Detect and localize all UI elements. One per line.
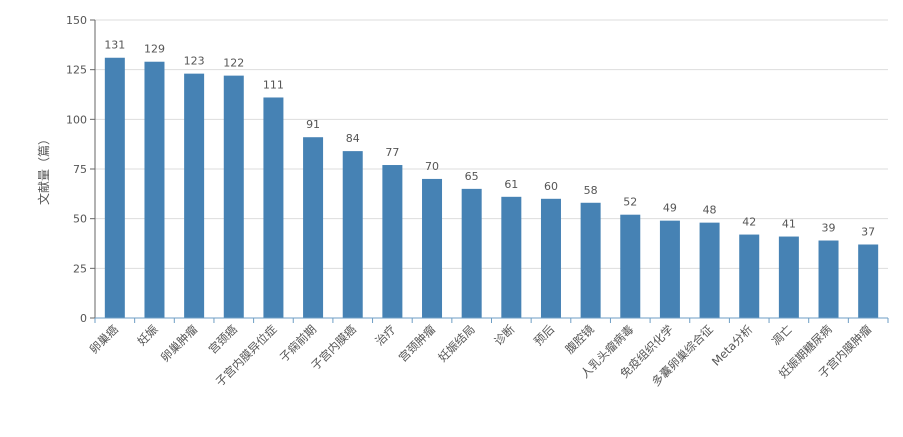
bar-value-label: 70 (425, 160, 439, 173)
y-tick-label: 0 (80, 312, 87, 325)
bar-value-label: 48 (703, 204, 717, 217)
data-labels: 131 129 123 122 111 91 84 77 70 65 61 60 58 52 49 48 42 4… (104, 39, 875, 239)
bar-value-label: 77 (385, 146, 399, 159)
bar-value-label: 131 (104, 39, 125, 52)
bars (104, 57, 879, 318)
grid-lines (95, 19, 888, 269)
y-axis-title: 文献量（篇） (36, 133, 51, 205)
bar-value-label: 41 (782, 218, 796, 231)
y-tick-label: 75 (73, 163, 87, 176)
bar (223, 75, 244, 318)
bar (580, 202, 601, 318)
x-category-label: 宫颈癌 (206, 322, 241, 357)
bar-value-label: 58 (584, 184, 598, 197)
bar-value-label: 42 (742, 216, 756, 229)
bar (184, 73, 205, 318)
x-category-label: 宫颈肿瘤 (396, 322, 439, 365)
bar-value-label: 61 (504, 178, 518, 191)
bar (263, 97, 284, 318)
bar-value-label: 52 (623, 196, 637, 209)
bar (104, 57, 125, 318)
bar (778, 236, 799, 318)
bar (659, 220, 680, 318)
bar (303, 137, 324, 318)
x-category-label: 妊娠 (134, 322, 161, 349)
x-category-label: 治疗 (372, 322, 398, 348)
bar-value-label: 37 (861, 225, 875, 238)
x-category-label: 妊娠结局 (435, 322, 477, 364)
x-category-label: 腹腔镜 (562, 322, 597, 357)
x-category-label: 卵巢癌 (87, 322, 122, 357)
y-tick-label: 125 (66, 64, 87, 77)
bar (620, 214, 641, 318)
bar-value-label: 129 (144, 43, 165, 56)
bar-value-label: 49 (663, 202, 677, 215)
bar-value-label: 91 (306, 118, 320, 131)
y-tick-label: 50 (73, 213, 87, 226)
bar-value-label: 39 (822, 222, 836, 235)
bar (461, 188, 482, 318)
bar (858, 244, 879, 318)
bar-value-label: 60 (544, 180, 558, 193)
bar-value-label: 111 (263, 78, 284, 91)
x-category-label: 卵巢肿瘤 (158, 322, 201, 365)
y-axis: 0 25 50 75 100 125 150 (66, 14, 96, 325)
y-tick-label: 150 (66, 14, 87, 27)
bar-value-label: 122 (223, 57, 244, 70)
bar (342, 151, 363, 318)
bar (422, 178, 443, 318)
x-category-label: 诊断 (491, 322, 518, 349)
x-category-label: 预后 (531, 322, 557, 348)
bar (699, 222, 720, 318)
bar (739, 234, 760, 318)
bar (144, 61, 165, 318)
bar (501, 196, 522, 318)
x-category-label: 凋亡 (769, 322, 795, 348)
y-tick-label: 25 (73, 262, 87, 275)
bar-value-label: 84 (346, 132, 360, 145)
bar (818, 240, 839, 318)
bar-value-label: 123 (184, 55, 205, 68)
x-category-label: Meta分析 (709, 322, 755, 368)
y-tick-label: 100 (66, 113, 87, 126)
bar (382, 165, 403, 318)
bar (540, 198, 561, 318)
bar-value-label: 65 (465, 170, 479, 183)
